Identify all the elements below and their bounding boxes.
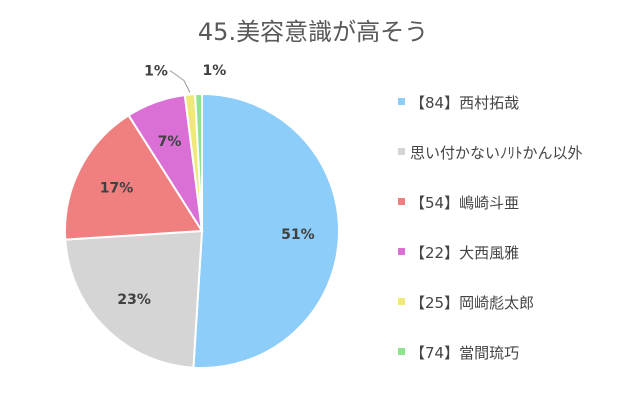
legend-swatch xyxy=(398,148,405,155)
legend-label: 【54】嶋崎斗亜 xyxy=(410,194,519,212)
chart-title: 45.美容意識が高そう xyxy=(198,18,428,46)
leader-line xyxy=(169,70,191,93)
legend: 【84】西村拓哉思い付かないﾉﾘﾄかん以外【54】嶋崎斗亜【22】大西風雅【25… xyxy=(398,94,583,362)
pie-slice xyxy=(64,113,204,241)
legend-swatch xyxy=(398,198,405,205)
slice-label: 51% xyxy=(281,227,315,243)
pie-labels: 51% 23% 17% 7% 1% 1% xyxy=(100,63,315,308)
pie-slice xyxy=(64,229,204,369)
slice-label: 1% xyxy=(144,64,168,80)
legend-swatch xyxy=(398,348,405,355)
legend-swatch xyxy=(398,298,405,305)
pie-slice xyxy=(194,92,203,232)
legend-label: 【22】大西風雅 xyxy=(410,244,519,262)
slice-label: 17% xyxy=(100,180,134,196)
legend-swatch xyxy=(398,98,405,105)
slice-label: 23% xyxy=(117,292,151,308)
slice-label: 7% xyxy=(158,134,182,150)
legend-label: 【25】岡崎彪太郎 xyxy=(410,294,534,312)
pie-slice xyxy=(192,92,340,369)
legend-label: 【74】當間琉巧 xyxy=(410,344,519,362)
legend-label: 思い付かないﾉﾘﾄかん以外 xyxy=(410,144,583,162)
legend-label: 【84】西村拓哉 xyxy=(410,94,519,112)
legend-swatch xyxy=(398,248,405,255)
pie-slices xyxy=(64,92,340,369)
slice-label: 1% xyxy=(203,63,227,79)
